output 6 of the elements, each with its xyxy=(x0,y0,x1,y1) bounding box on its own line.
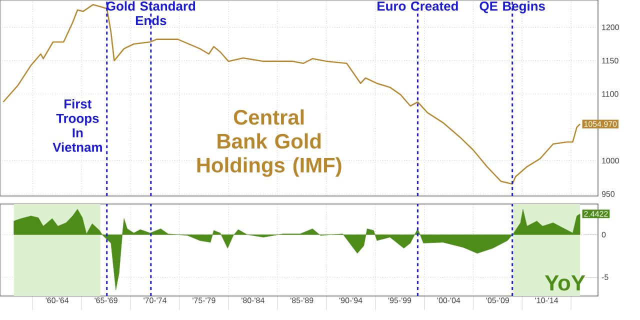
ref-line-label: QE Begins xyxy=(480,1,545,14)
ref-line-label: First Troops In Vietnam xyxy=(52,99,102,152)
annotation: YoY xyxy=(544,275,586,291)
ref-line-label: Euro Created xyxy=(378,1,458,11)
ref-line-label: Gold Standard Ends xyxy=(106,1,196,26)
text: Central Bank Gold Holdings (IMF) xyxy=(197,109,342,177)
